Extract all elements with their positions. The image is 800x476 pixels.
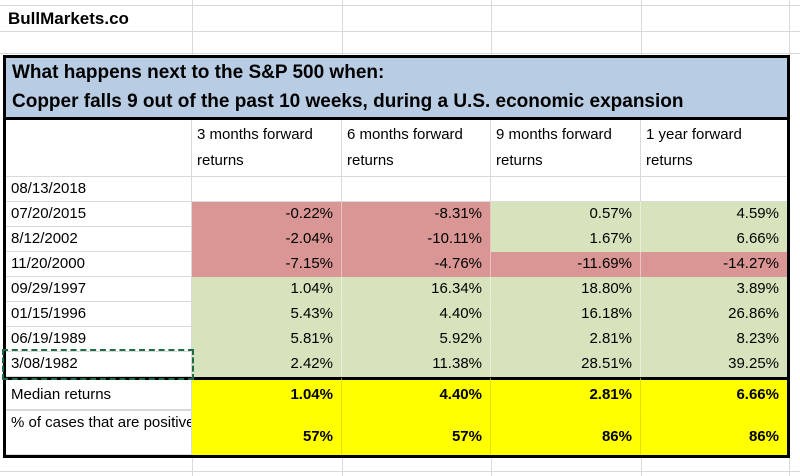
pct-positive-cell[interactable]: 86% [641,410,787,455]
data-cell[interactable]: 1.04% [192,277,342,302]
header-cell-6-months[interactable]: 6 months forward returns [342,120,491,177]
row-date-label[interactable]: 08/13/2018 [6,177,192,202]
row-date-label[interactable]: 07/20/2015 [6,202,192,227]
data-cell[interactable]: 0.57% [491,202,641,227]
data-cell[interactable] [342,177,491,202]
median-returns-label[interactable]: Median returns [6,377,192,410]
data-cell[interactable] [641,177,787,202]
median-cell[interactable]: 2.81% [491,377,641,410]
gridline [0,5,800,6]
data-cell[interactable]: 28.51% [491,352,641,377]
data-cell[interactable]: 4.59% [641,202,787,227]
data-cell[interactable]: 2.42% [192,352,342,377]
gridline [342,0,343,55]
median-cell[interactable]: 6.66% [641,377,787,410]
pct-positive-cell[interactable]: 86% [491,410,641,455]
data-cell[interactable]: 11.38% [342,352,491,377]
gridline [789,0,790,55]
data-cell[interactable]: 5.43% [192,302,342,327]
row-date-label[interactable]: 01/15/1996 [6,302,192,327]
header-cell-9-months[interactable]: 9 months forward returns [491,120,641,177]
gridline [0,31,800,32]
title-line-1: What happens next to the S&P 500 when: [12,62,385,83]
row-date-label[interactable]: 09/29/1997 [6,277,192,302]
data-cell[interactable]: 18.80% [491,277,641,302]
data-cell[interactable]: 8.23% [641,327,787,352]
row-date-label[interactable]: 8/12/2002 [6,227,192,252]
title-line-2: Copper falls 9 out of the past 10 weeks,… [12,91,684,112]
gridline [789,458,790,476]
median-cell[interactable]: 1.04% [192,377,342,410]
pct-positive-cell[interactable]: 57% [342,410,491,455]
data-cell[interactable]: 3.89% [641,277,787,302]
gridline [641,458,642,476]
gridline [0,53,800,54]
data-cell[interactable]: 6.66% [641,227,787,252]
data-cell[interactable]: 2.81% [491,327,641,352]
row-date-label-selected[interactable]: 3/08/1982 [6,352,192,377]
gridline [342,458,343,476]
data-cell[interactable]: -7.15% [192,252,342,277]
gridline [491,0,492,55]
gridline [192,0,193,55]
data-cell[interactable]: 16.34% [342,277,491,302]
returns-table: 3 months forward returns 6 months forwar… [3,120,790,458]
gridline [491,458,492,476]
data-cell[interactable]: 4.40% [342,302,491,327]
data-cell[interactable]: -2.04% [192,227,342,252]
data-cell[interactable]: 5.81% [192,327,342,352]
data-cell[interactable] [491,177,641,202]
data-cell[interactable]: 1.67% [491,227,641,252]
data-cell[interactable]: -0.22% [192,202,342,227]
header-cell-3-months[interactable]: 3 months forward returns [192,120,342,177]
data-cell[interactable]: -8.31% [342,202,491,227]
gridline [641,0,642,55]
data-cell[interactable]: 26.86% [641,302,787,327]
data-cell[interactable]: -4.76% [342,252,491,277]
gridline [192,458,193,476]
gridline [0,471,800,472]
data-cell[interactable] [192,177,342,202]
data-cell[interactable]: -14.27% [641,252,787,277]
header-empty-cell[interactable] [6,120,192,177]
data-cell[interactable]: -11.69% [491,252,641,277]
pct-positive-cell[interactable]: 57% [192,410,342,455]
data-cell[interactable]: 16.18% [491,302,641,327]
brand-text: BullMarkets.co [8,9,129,28]
data-cell[interactable]: 5.92% [342,327,491,352]
data-cell[interactable]: -10.11% [342,227,491,252]
median-cell[interactable]: 4.40% [342,377,491,410]
row-date-label[interactable]: 11/20/2000 [6,252,192,277]
title-banner: What happens next to the S&P 500 when: C… [3,55,790,120]
data-cell[interactable]: 39.25% [641,352,787,377]
row-date-label[interactable]: 06/19/1989 [6,327,192,352]
pct-positive-label[interactable]: % of cases that are positive [6,410,192,455]
header-cell-1-year[interactable]: 1 year forward returns [641,120,787,177]
